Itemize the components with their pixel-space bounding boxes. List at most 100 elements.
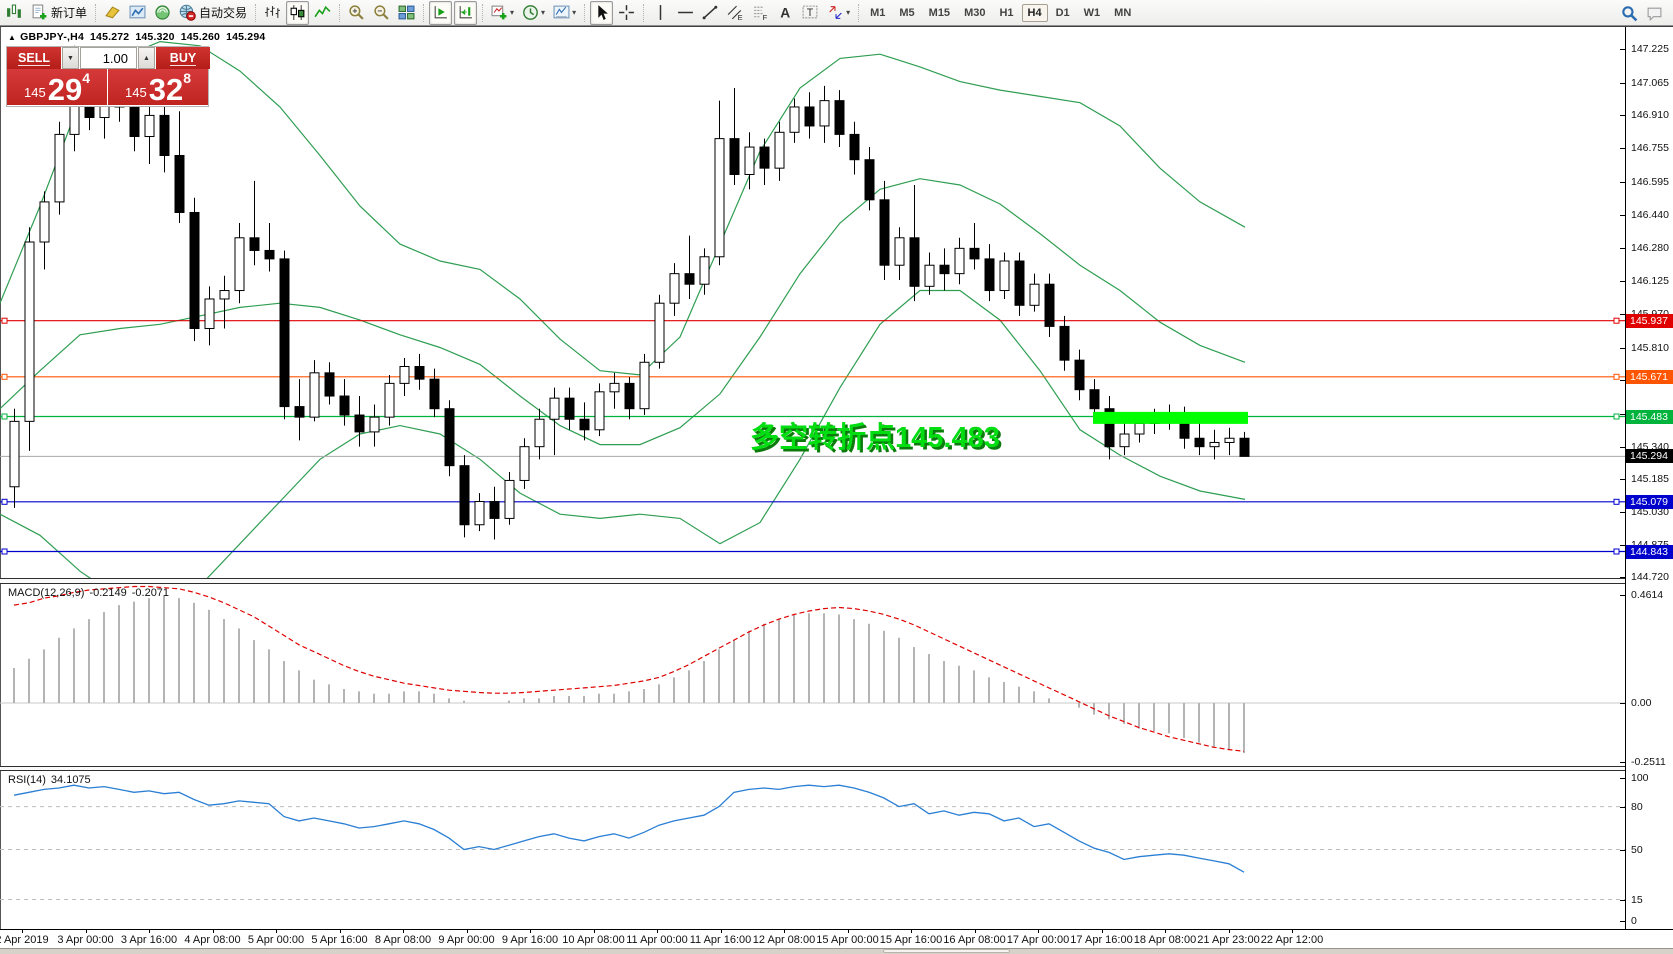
hline-145.483[interactable] (0, 413, 1625, 420)
sell-price[interactable]: 145 29 4 (7, 69, 107, 105)
highlight-rectangle[interactable] (1093, 411, 1248, 424)
toolbar-separator (95, 3, 97, 22)
candlestick-button[interactable] (286, 0, 310, 25)
fibonacci-button[interactable]: F (749, 1, 772, 25)
line-handle[interactable] (1, 317, 8, 324)
channel-icon: E (727, 4, 744, 22)
timeframe-h1[interactable]: H1 (999, 6, 1014, 19)
timeframe-group: M1 M5 M15 M30 H1 H4 D1 W1 MN (863, 1, 1138, 25)
hline-145.937[interactable] (0, 317, 1625, 324)
periods-button[interactable]: ▾ (519, 1, 548, 25)
line-handle[interactable] (1613, 373, 1620, 380)
annotation-shadow: 多空转折点145.483 (753, 423, 1003, 457)
hline-144.843[interactable] (0, 548, 1625, 555)
toolbar-separator (584, 3, 586, 22)
time-label: 10 Apr 08:00 (562, 934, 625, 946)
indicators-button[interactable]: ▾ (488, 1, 517, 25)
sell-button[interactable]: SELL (7, 47, 61, 69)
tile-windows-icon (398, 4, 415, 21)
pane-splitter-macd-rsi[interactable] (0, 766, 1673, 771)
text-button[interactable]: A (774, 1, 797, 25)
macd-main-value: -0.2149 (89, 587, 127, 599)
chevron-down-icon[interactable]: ▾ (572, 8, 577, 17)
buy-price[interactable]: 145 32 8 (108, 69, 208, 105)
line-handle[interactable] (1613, 317, 1620, 324)
line-handle[interactable] (1, 498, 8, 505)
buy-price-prefix: 145 (125, 85, 147, 100)
time-tick-mark (1292, 930, 1293, 933)
pane-splitter-main-macd[interactable] (0, 578, 1673, 584)
timeframe-w1[interactable]: W1 (1083, 6, 1101, 19)
profile-chart-button[interactable] (126, 1, 149, 25)
hline-button[interactable] (674, 1, 697, 25)
time-label: 9 Apr 16:00 (501, 934, 559, 946)
bar-chart-button[interactable] (261, 1, 284, 25)
annotation-text[interactable]: 多空转折点145.483 (750, 420, 1000, 454)
volume-increase-button[interactable]: ▲ (138, 47, 155, 69)
search-button[interactable] (1618, 1, 1641, 25)
timeframe-d1[interactable]: D1 (1055, 6, 1070, 19)
toolbar-separator (255, 3, 257, 22)
macd-pane[interactable] (0, 584, 1626, 766)
new-order-button[interactable]: 新订单 (28, 1, 90, 25)
line-handle[interactable] (1, 413, 8, 420)
vline-button[interactable] (649, 1, 672, 25)
toolbar: 新订单 自动交易 ▾ ▾ ▾ E F A T ▾ M1 M5 M15 M30 H1 H4 D1 W1 MN (0, 0, 1673, 26)
chevron-down-icon[interactable]: ▾ (541, 8, 546, 17)
signals-button[interactable] (151, 1, 174, 25)
line-handle[interactable] (1, 373, 8, 380)
timeframe-h4[interactable]: H4 (1021, 3, 1048, 22)
chevron-down-icon[interactable]: ▾ (846, 8, 851, 17)
price-label-145.483: 145.483 (1626, 409, 1673, 424)
chart-shift-button[interactable] (454, 0, 478, 25)
rsi-axis-label: 100 (1631, 772, 1649, 784)
timeframe-m5[interactable]: M5 (899, 6, 915, 19)
rsi-pane[interactable] (0, 771, 1626, 929)
line-handle[interactable] (1613, 548, 1620, 555)
volume-input[interactable] (80, 47, 137, 69)
cursor-button[interactable] (590, 0, 614, 25)
hline-145.671[interactable] (0, 373, 1625, 380)
axis-tick-mark (1620, 446, 1626, 448)
line-handle[interactable] (1613, 498, 1620, 505)
line-chart-button[interactable] (311, 1, 334, 25)
zoom-out-button[interactable] (370, 1, 393, 25)
line-handle[interactable] (1, 548, 8, 555)
trendline-button[interactable] (699, 1, 722, 25)
timeframe-m30[interactable]: M30 (964, 6, 986, 19)
templates-button[interactable]: ▾ (550, 1, 579, 25)
zoom-in-icon (348, 4, 365, 21)
collapse-icon[interactable]: ▲ (8, 33, 17, 42)
auto-scroll-button[interactable] (429, 0, 453, 25)
bottom-scrollbar-track[interactable] (0, 948, 1673, 954)
chevron-down-icon[interactable]: ▾ (510, 8, 515, 17)
chat-button[interactable] (1643, 1, 1666, 25)
timeframe-m15[interactable]: M15 (928, 6, 951, 19)
zoom-in-button[interactable] (345, 1, 368, 25)
timeframe-mn[interactable]: MN (1114, 6, 1132, 19)
axis-tick-label: 147.225 (1631, 42, 1669, 55)
channel-button[interactable]: E (724, 1, 747, 25)
arrows-button[interactable]: ▾ (824, 1, 853, 25)
axis-tick-label: 147.065 (1631, 76, 1669, 89)
time-tick-mark (149, 930, 150, 933)
tile-windows-button[interactable] (395, 1, 418, 25)
time-label: 17 Apr 00:00 (1006, 934, 1070, 946)
eraser-button[interactable] (101, 1, 124, 25)
time-label: 12 Apr 08:00 (752, 934, 816, 946)
text-label-button[interactable]: T (799, 1, 822, 25)
axis-tick-mark (1620, 703, 1626, 704)
autotrading-button[interactable]: 自动交易 (176, 1, 250, 25)
volume-decrease-button[interactable]: ▼ (62, 47, 79, 69)
timeframe-m1[interactable]: M1 (870, 6, 886, 19)
toolbar-separator (858, 3, 860, 22)
bottom-scrollbar-thumb[interactable] (883, 949, 1010, 953)
hline-145.079[interactable] (0, 498, 1625, 505)
line-handle[interactable] (1613, 413, 1620, 420)
chart-window-button[interactable] (3, 1, 26, 25)
buy-button[interactable]: BUY (156, 47, 210, 69)
time-label: 16 Apr 08:00 (943, 934, 1006, 946)
crosshair-button[interactable] (615, 1, 638, 25)
chart-shift-icon (457, 4, 474, 21)
